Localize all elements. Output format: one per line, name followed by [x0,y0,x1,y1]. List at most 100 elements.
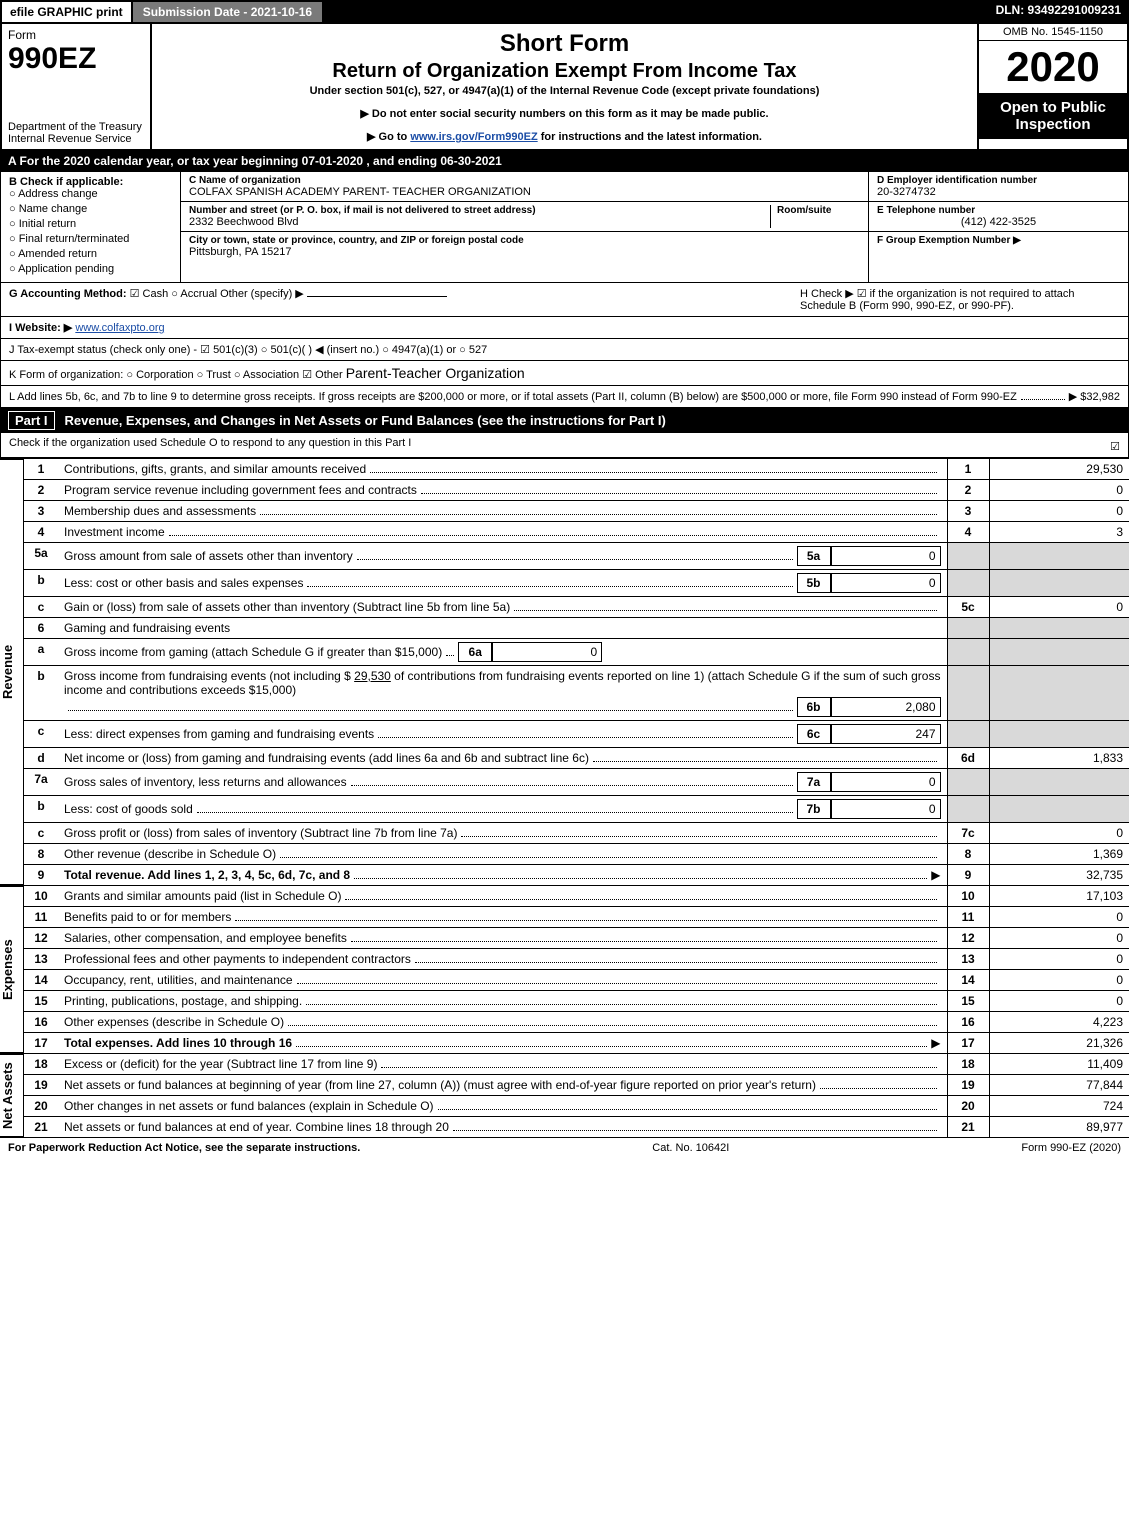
chk-address-change[interactable]: ○ Address change [9,188,172,200]
part-1-check-label: Check if the organization used Schedule … [9,437,411,449]
info-grid: B Check if applicable: ○ Address change … [0,171,1129,283]
chk-final-return[interactable]: ○ Final return/terminated [9,233,172,245]
l-dots [1021,390,1065,400]
irs-link[interactable]: www.irs.gov/Form990EZ [410,131,537,143]
i-block: I Website: ▶ www.colfaxpto.org [0,317,1129,339]
part-1-checkbox[interactable]: ☑ [1110,441,1120,453]
line-18: 18Excess or (deficit) for the year (Subt… [24,1054,1129,1075]
omb-number: OMB No. 1545-1150 [979,24,1127,41]
chk-amended-return[interactable]: ○ Amended return [9,248,172,260]
g-label: G Accounting Method: [9,288,127,300]
l-block: L Add lines 5b, 6c, and 7b to line 9 to … [0,386,1129,408]
line-6a: a Gross income from gaming (attach Sched… [24,638,1129,665]
warning-1: ▶ Do not enter social security numbers o… [160,107,969,120]
line-10: 10Grants and similar amounts paid (list … [24,886,1129,907]
line-16: 16Other expenses (describe in Schedule O… [24,1011,1129,1032]
line-7c: c Gross profit or (loss) from sales of i… [24,822,1129,843]
form-header: Form 990EZ Department of the Treasury In… [0,24,1129,151]
l-arrow: ▶ $ [1069,390,1087,403]
tax-year: 2020 [979,41,1127,93]
chk-application-pending[interactable]: ○ Application pending [9,263,172,275]
topbar-spacer [324,0,987,24]
expenses-category: Expenses [0,886,24,1053]
line-3: 3 Membership dues and assessments 3 0 [24,500,1129,521]
k-other-value: Parent-Teacher Organization [346,365,525,381]
line-5b: b Less: cost or other basis and sales ex… [24,569,1129,596]
street: 2332 Beechwood Blvd [189,216,770,228]
line-6d: d Net income or (loss) from gaming and f… [24,747,1129,768]
g-cash[interactable]: ☑ Cash [130,288,169,300]
line-7a: 7a Gross sales of inventory, less return… [24,768,1129,795]
line-1: 1 Contributions, gifts, grants, and simi… [24,459,1129,480]
form-number: 990EZ [8,42,144,76]
dept-label: Department of the Treasury Internal Reve… [8,103,144,145]
period-bar: A For the 2020 calendar year, or tax yea… [0,151,1129,171]
revenue-section: Revenue 1 Contributions, gifts, grants, … [0,458,1129,885]
c-name-row: C Name of organization COLFAX SPANISH AC… [181,172,868,202]
warning-2-pre: ▶ Go to [367,131,410,143]
c-city-label: City or town, state or province, country… [189,235,860,246]
section-c: C Name of organization COLFAX SPANISH AC… [181,172,868,282]
org-name: COLFAX SPANISH ACADEMY PARENT- TEACHER O… [189,186,860,198]
line-6c: c Less: direct expenses from gaming and … [24,720,1129,747]
i-label: I Website: ▶ [9,322,72,334]
line-4: 4 Investment income 4 3 [24,521,1129,542]
submission-date: Submission Date - 2021-10-16 [133,0,324,24]
d-row: D Employer identification number 20-3274… [869,172,1128,202]
g-other[interactable]: Other (specify) ▶ [220,288,447,300]
expenses-table: 10Grants and similar amounts paid (list … [24,886,1129,1053]
city: Pittsburgh, PA 15217 [189,246,860,258]
d-label: D Employer identification number [877,175,1120,186]
footer-left: For Paperwork Reduction Act Notice, see … [8,1142,360,1154]
f-label: F Group Exemption Number ▶ [877,235,1120,246]
l-value: 32,982 [1086,391,1120,403]
k-label: K Form of organization: ○ Corporation ○ … [9,369,346,381]
warning-2: ▶ Go to www.irs.gov/Form990EZ for instru… [160,130,969,143]
section-b: B Check if applicable: ○ Address change … [1,172,181,282]
line-6b: b Gross income from fundraising events (… [24,665,1129,720]
l-text: L Add lines 5b, 6c, and 7b to line 9 to … [9,391,1017,403]
top-bar: efile GRAPHIC print Submission Date - 20… [0,0,1129,24]
line-2: 2 Program service revenue including gove… [24,479,1129,500]
e-label: E Telephone number [877,205,1120,216]
website-link[interactable]: www.colfaxpto.org [75,322,164,334]
h-section: H Check ▶ ☑ if the organization is not r… [800,287,1120,312]
chk-initial-return[interactable]: ○ Initial return [9,218,172,230]
header-right: OMB No. 1545-1150 2020 Open to Public In… [977,24,1127,149]
line-14: 14Occupancy, rent, utilities, and mainte… [24,969,1129,990]
section-def: D Employer identification number 20-3274… [868,172,1128,282]
footer-mid: Cat. No. 10642I [360,1142,1021,1154]
ein: 20-3274732 [877,186,1120,198]
netassets-table: 18Excess or (deficit) for the year (Subt… [24,1054,1129,1137]
line-20: 20Other changes in net assets or fund ba… [24,1095,1129,1116]
line-6: 6 Gaming and fundraising events [24,617,1129,638]
header-left: Form 990EZ Department of the Treasury In… [2,24,152,149]
line-8: 8 Other revenue (describe in Schedule O)… [24,843,1129,864]
g-h-block: G Accounting Method: ☑ Cash ○ Accrual Ot… [0,283,1129,317]
k-block: K Form of organization: ○ Corporation ○ … [0,361,1129,386]
short-form-title: Short Form [160,30,969,58]
line-17: 17Total expenses. Add lines 10 through 1… [24,1032,1129,1053]
expenses-section: Expenses 10Grants and similar amounts pa… [0,885,1129,1053]
line-15: 15Printing, publications, postage, and s… [24,990,1129,1011]
line-12: 12Salaries, other compensation, and empl… [24,927,1129,948]
b-label: B Check if applicable: [9,176,172,188]
j-block: J Tax-exempt status (check only one) - ☑… [0,339,1129,361]
line-5a: 5a Gross amount from sale of assets othe… [24,542,1129,569]
phone: (412) 422-3525 [877,216,1120,228]
g-section: G Accounting Method: ☑ Cash ○ Accrual Ot… [9,287,800,312]
page-footer: For Paperwork Reduction Act Notice, see … [0,1137,1129,1158]
netassets-section: Net Assets 18Excess or (deficit) for the… [0,1053,1129,1137]
footer-right: Form 990-EZ (2020) [1021,1142,1121,1154]
g-accrual[interactable]: ○ Accrual [171,288,217,300]
chk-name-change[interactable]: ○ Name change [9,203,172,215]
warning-2-post: for instructions and the latest informat… [538,131,762,143]
efile-label: efile GRAPHIC print [0,0,133,24]
revenue-category: Revenue [0,459,24,885]
part-1-check-row: Check if the organization used Schedule … [0,433,1129,458]
line-9: 9 Total revenue. Add lines 1, 2, 3, 4, 5… [24,864,1129,885]
c-city-row: City or town, state or province, country… [181,232,868,282]
line-5c: c Gain or (loss) from sale of assets oth… [24,596,1129,617]
part-1-label: Part I [8,411,55,430]
line-19: 19Net assets or fund balances at beginni… [24,1074,1129,1095]
